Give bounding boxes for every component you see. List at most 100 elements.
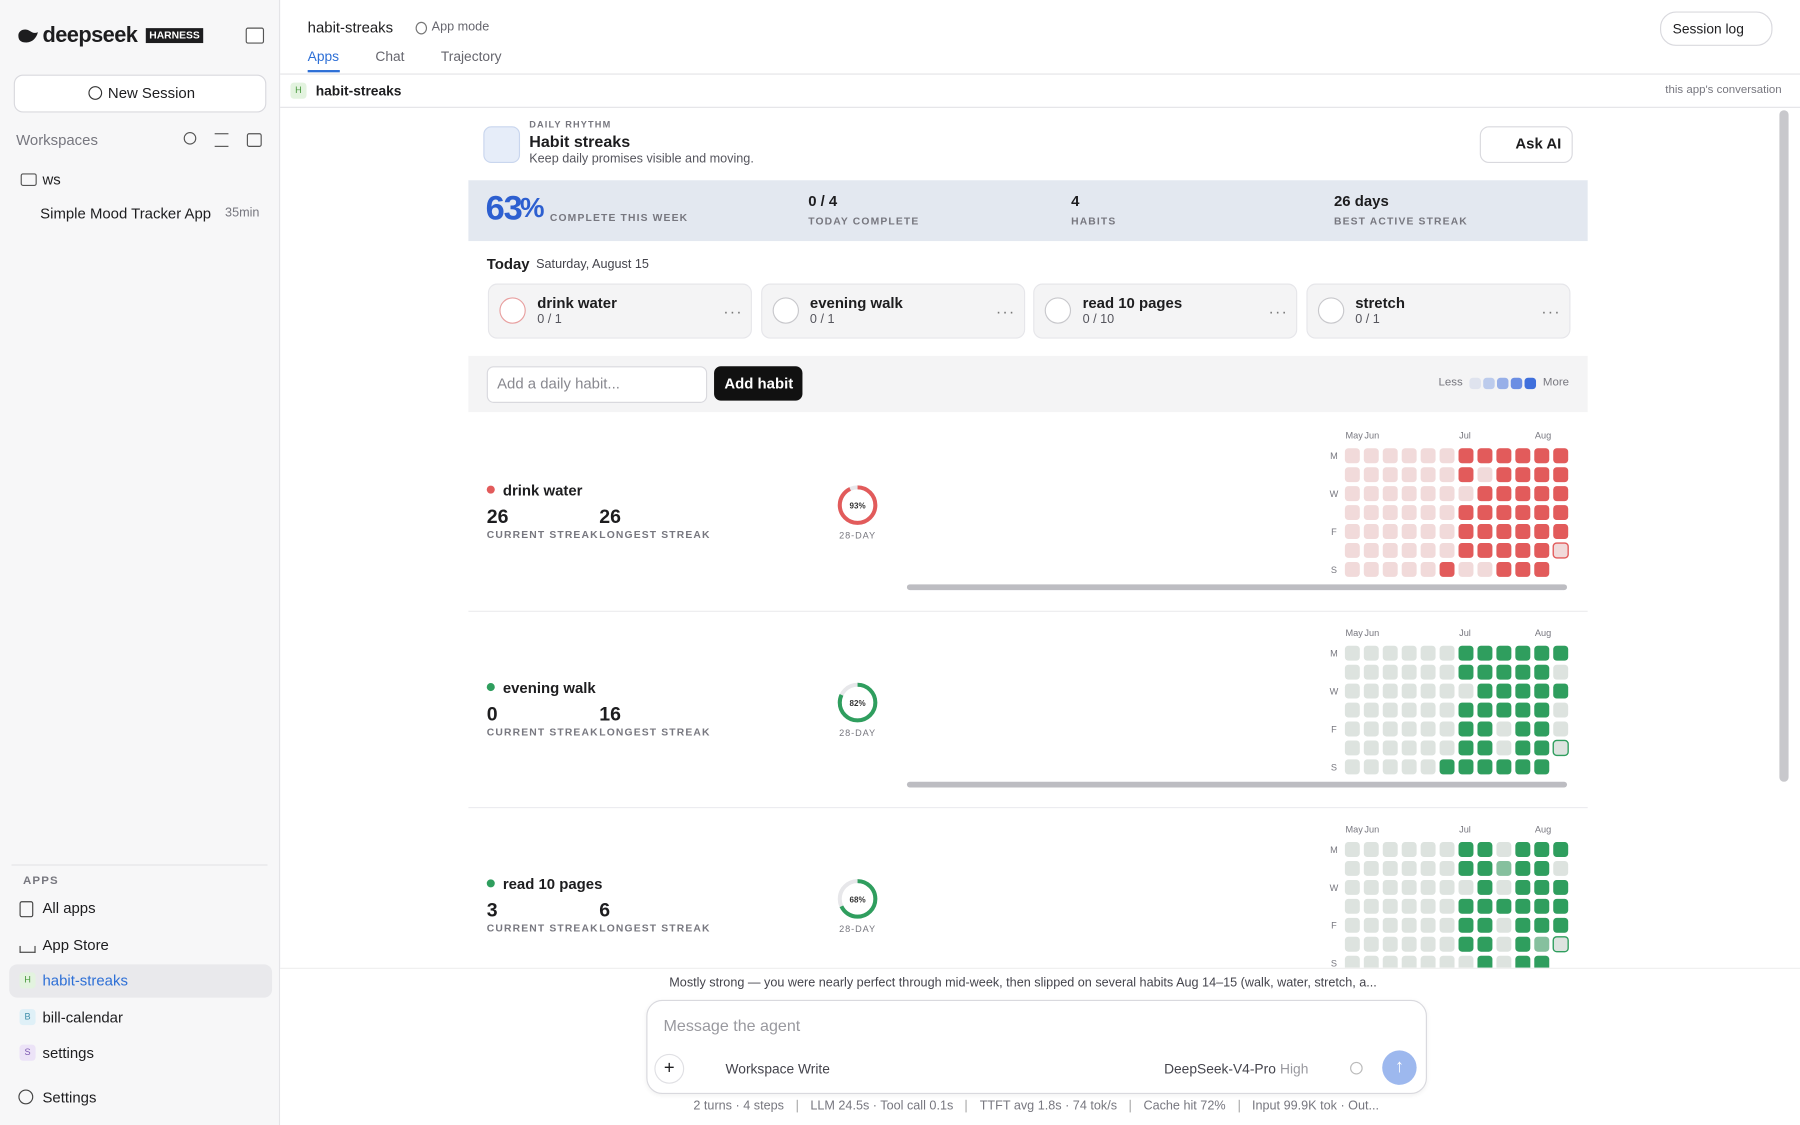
app-link[interactable]: settings xyxy=(42,1044,94,1062)
folder-name[interactable]: ws xyxy=(42,170,61,188)
heat-cell xyxy=(1420,898,1436,914)
card-menu[interactable]: ··· xyxy=(723,301,743,321)
card-menu[interactable]: ··· xyxy=(1268,301,1289,321)
heat-fill xyxy=(1515,683,1531,698)
heat-cell xyxy=(1553,664,1569,680)
send-button[interactable]: ↑ xyxy=(1382,1050,1417,1085)
app-bar-border xyxy=(280,106,1800,108)
heat-fill xyxy=(1477,524,1493,539)
plus-icon xyxy=(88,86,103,100)
heat-cell xyxy=(1363,955,1379,968)
input-placeholder[interactable]: Add a daily habit... xyxy=(497,374,620,393)
current-streak: 3 xyxy=(486,899,498,922)
heat-cell xyxy=(1420,448,1436,464)
permission-select[interactable]: Workspace Write xyxy=(725,1060,830,1077)
stat-value: 0 / 4 xyxy=(808,192,838,210)
check-circle[interactable] xyxy=(1317,297,1344,324)
heat-cell xyxy=(1420,739,1436,755)
card-menu[interactable]: ··· xyxy=(1541,301,1561,321)
card-name: read 10 pages xyxy=(1082,294,1183,312)
app-link[interactable]: bill-calendar xyxy=(42,1007,123,1026)
composer-placeholder[interactable]: Message the agent xyxy=(663,1015,801,1035)
heat-fill xyxy=(1515,524,1531,539)
heat-cell xyxy=(1496,720,1512,736)
all-apps-link[interactable]: All apps xyxy=(42,899,96,917)
attach-button[interactable]: + xyxy=(654,1053,685,1084)
day-label: F xyxy=(1331,724,1337,734)
app-store-link[interactable]: App Store xyxy=(42,936,109,954)
app-link[interactable]: habit-streaks xyxy=(42,971,128,990)
heat-cell xyxy=(1382,702,1398,717)
habit-input[interactable] xyxy=(486,366,708,403)
separator xyxy=(965,1099,968,1113)
ring-caption: 28-DAY xyxy=(839,924,876,934)
session-log-label[interactable]: Session log xyxy=(1672,20,1744,37)
filter-icon[interactable] xyxy=(214,133,229,147)
tab[interactable]: Trajectory xyxy=(440,48,502,65)
effort-select[interactable]: High xyxy=(1280,1060,1309,1077)
check-circle[interactable] xyxy=(499,297,526,324)
heat-cell xyxy=(1458,683,1474,698)
month-label: May xyxy=(1345,627,1363,637)
settings-link[interactable]: Settings xyxy=(42,1088,97,1107)
app-content: DAILY RHYTHM Habit streaks Keep daily pr… xyxy=(280,108,1779,968)
heat-cell xyxy=(1344,505,1360,521)
heat-cell xyxy=(1420,561,1436,577)
heat-cell xyxy=(1363,683,1379,698)
heat-fill xyxy=(1515,955,1531,968)
today-card[interactable] xyxy=(1305,283,1570,339)
habit-graphics: 93% 28-DAY May Jun Jul Aug M W F S xyxy=(837,431,1569,591)
new-folder-icon[interactable] xyxy=(246,133,262,147)
agent-summary[interactable]: Mostly strong — you were nearly perfect … xyxy=(669,976,1377,991)
toggle-sidebar[interactable] xyxy=(245,27,265,44)
heat-scrollbar xyxy=(906,584,1568,591)
heat-fill xyxy=(1515,448,1531,464)
divider xyxy=(11,864,268,866)
add-habit-label[interactable]: Add habit xyxy=(724,374,794,393)
app-icon xyxy=(483,126,521,164)
heat-cell xyxy=(1363,739,1379,755)
search-icon[interactable] xyxy=(183,132,197,145)
new-session-button[interactable] xyxy=(13,74,267,113)
composer[interactable] xyxy=(646,999,1427,1095)
add-habit-button[interactable] xyxy=(714,366,803,401)
heat-cell xyxy=(1363,861,1379,876)
check-circle[interactable] xyxy=(772,297,799,324)
heat-cell xyxy=(1382,664,1398,680)
model-select[interactable]: DeepSeek-V4-Pro xyxy=(1164,1060,1276,1077)
check-circle[interactable] xyxy=(1044,297,1072,324)
heat-fill xyxy=(1534,861,1550,876)
heat-cell xyxy=(1439,683,1455,698)
heat-cell xyxy=(1363,524,1379,539)
heat-cell xyxy=(1553,720,1569,736)
heat-cell xyxy=(1363,842,1379,857)
heat-cell xyxy=(1382,955,1398,968)
heat-cell xyxy=(1344,664,1360,680)
heat-cell xyxy=(1420,702,1436,717)
app-title: Habit streaks xyxy=(529,132,631,151)
today-card[interactable] xyxy=(760,283,1025,339)
card-menu[interactable]: ··· xyxy=(995,301,1016,321)
today-card[interactable] xyxy=(1033,283,1298,339)
session-log-button[interactable] xyxy=(1660,11,1773,46)
scrollbar[interactable] xyxy=(1779,110,1789,782)
heat-cell xyxy=(1401,664,1417,680)
heat-fill xyxy=(1534,720,1550,736)
today-card[interactable] xyxy=(487,283,752,339)
ask-ai-label[interactable]: Ask AI xyxy=(1515,134,1562,153)
stat-label: TODAY COMPLETE xyxy=(808,215,920,227)
heat-fill xyxy=(1496,683,1512,698)
ring-label: 93% xyxy=(850,502,866,511)
current-streak: 0 xyxy=(486,702,498,725)
session-title[interactable]: Simple Mood Tracker App xyxy=(40,204,212,223)
heat-cell xyxy=(1363,505,1379,521)
tab-active[interactable]: Apps xyxy=(307,48,340,65)
new-session-label[interactable]: New Session xyxy=(107,84,196,102)
heat-cell xyxy=(1439,702,1455,717)
tab[interactable]: Chat xyxy=(375,48,405,65)
ask-ai-button[interactable] xyxy=(1479,126,1573,164)
heat-cell xyxy=(1420,486,1436,502)
heat-fill xyxy=(1534,467,1550,483)
day-label: M xyxy=(1330,845,1338,855)
